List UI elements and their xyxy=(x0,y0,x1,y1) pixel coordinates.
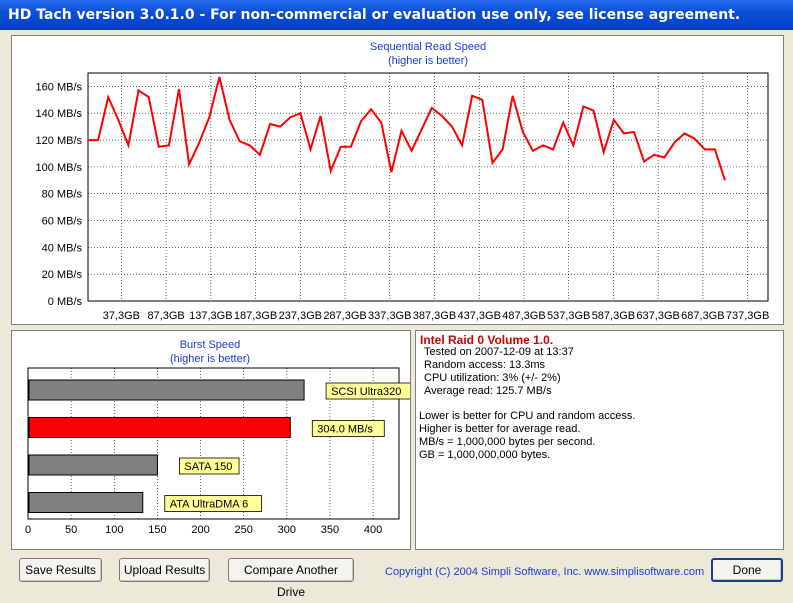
chart-title: Burst Speed xyxy=(180,339,241,351)
x-tick-label: 187,3GB xyxy=(234,310,277,322)
note-line: Higher is better for average read. xyxy=(419,423,581,435)
x-tick-label: 137,3GB xyxy=(189,310,232,322)
y-tick-label: 100 MB/s xyxy=(36,162,83,174)
x-tick-label: 287,3GB xyxy=(323,310,366,322)
bar-label: SATA 150 xyxy=(184,461,232,473)
bar-label: ATA UltraDMA 6 xyxy=(170,499,248,511)
x-tick-label: 400 xyxy=(364,524,382,536)
chart-title: Sequential Read Speed xyxy=(370,41,486,53)
bar-label-box xyxy=(179,457,240,475)
x-tick-label: 50 xyxy=(65,524,77,536)
bar-label: SCSI Ultra320 xyxy=(331,386,401,398)
bar-label-box xyxy=(311,420,385,437)
cpu-utilization: CPU utilization: 3% (+/- 2%) xyxy=(424,372,561,384)
burst-speed-chart: Burst Speed (higher is better) 0 50 100 150 20… xyxy=(25,339,418,536)
chart-subtitle: (higher is better) xyxy=(388,55,468,67)
bar-label: 304.0 MB/s xyxy=(317,424,373,436)
chart-subtitle: (higher is better) xyxy=(170,353,250,365)
burst-speed-panel: Burst Speed (higher is better) 0 50 100 150 20… xyxy=(11,330,418,550)
note-line: GB = 1,000,000,000 bytes. xyxy=(419,449,551,461)
x-tick-label: 250 xyxy=(235,524,253,536)
sequential-read-chart: Sequential Read Speed (higher is better) 0… xyxy=(36,41,770,322)
burst-bar xyxy=(28,492,144,513)
y-tick-label: 140 MB/s xyxy=(36,108,83,120)
y-tick-label: 160 MB/s xyxy=(36,81,83,93)
x-tick-label: 87,3GB xyxy=(147,310,184,322)
note-line: MB/s = 1,000,000 bytes per second. xyxy=(419,436,596,448)
window-title: HD Tach version 3.0.1.0 - For non-commer… xyxy=(0,0,793,30)
y-tick-label: 80 MB/s xyxy=(42,189,83,201)
save-results-button[interactable]: Save Results xyxy=(19,558,102,582)
burst-bar xyxy=(28,379,305,401)
bar-label-box xyxy=(164,495,262,512)
y-tick-label: 0 MB/s xyxy=(48,296,83,308)
x-tick-label: 0 xyxy=(25,524,31,536)
sequential-read-panel: Sequential Read Speed (higher is better) 0… xyxy=(11,35,784,325)
burst-bar xyxy=(28,417,291,438)
x-tick-label: 150 xyxy=(148,524,166,536)
note-line: Lower is better for CPU and random acces… xyxy=(419,410,636,422)
x-tick-label: 237,3GB xyxy=(279,310,322,322)
x-tick-label: 437,3GB xyxy=(458,310,501,322)
results-info-panel: Intel Raid 0 Volume 1.0. Tested on 2007-… xyxy=(415,330,784,550)
copyright-link[interactable]: Copyright (C) 2004 Simpli Software, Inc.… xyxy=(385,566,705,578)
burst-bar xyxy=(28,454,158,476)
y-tick-label: 20 MB/s xyxy=(42,269,83,281)
drive-name: Intel Raid 0 Volume 1.0. xyxy=(420,333,554,347)
y-tick-label: 120 MB/s xyxy=(36,135,83,147)
x-tick-label: 487,3GB xyxy=(502,310,545,322)
x-tick-label: 537,3GB xyxy=(547,310,590,322)
random-access: Random access: 13.3ms xyxy=(424,359,546,371)
plot-area xyxy=(87,72,769,302)
read-speed-line xyxy=(88,76,726,181)
x-tick-label: 387,3GB xyxy=(413,310,456,322)
x-tick-label: 687,3GB xyxy=(681,310,724,322)
upload-results-button[interactable]: Upload Results xyxy=(119,558,210,582)
x-tick-label: 637,3GB xyxy=(636,310,679,322)
x-tick-label: 300 xyxy=(278,524,296,536)
done-button[interactable]: Done xyxy=(711,558,783,582)
average-read: Average read: 125.7 MB/s xyxy=(424,385,552,397)
x-tick-label: 350 xyxy=(321,524,339,536)
x-tick-label: 587,3GB xyxy=(592,310,635,322)
y-tick-label: 60 MB/s xyxy=(42,216,83,228)
x-tick-label: 37,3GB xyxy=(103,310,140,322)
tested-date: Tested on 2007-12-09 at 13:37 xyxy=(424,346,574,358)
compare-another-drive-button[interactable]: Compare Another Drive xyxy=(228,558,354,599)
y-tick-label: 40 MB/s xyxy=(42,242,83,254)
x-tick-label: 737,3GB xyxy=(726,310,769,322)
x-tick-label: 337,3GB xyxy=(368,310,411,322)
x-tick-label: 200 xyxy=(191,524,209,536)
x-tick-label: 100 xyxy=(105,524,123,536)
